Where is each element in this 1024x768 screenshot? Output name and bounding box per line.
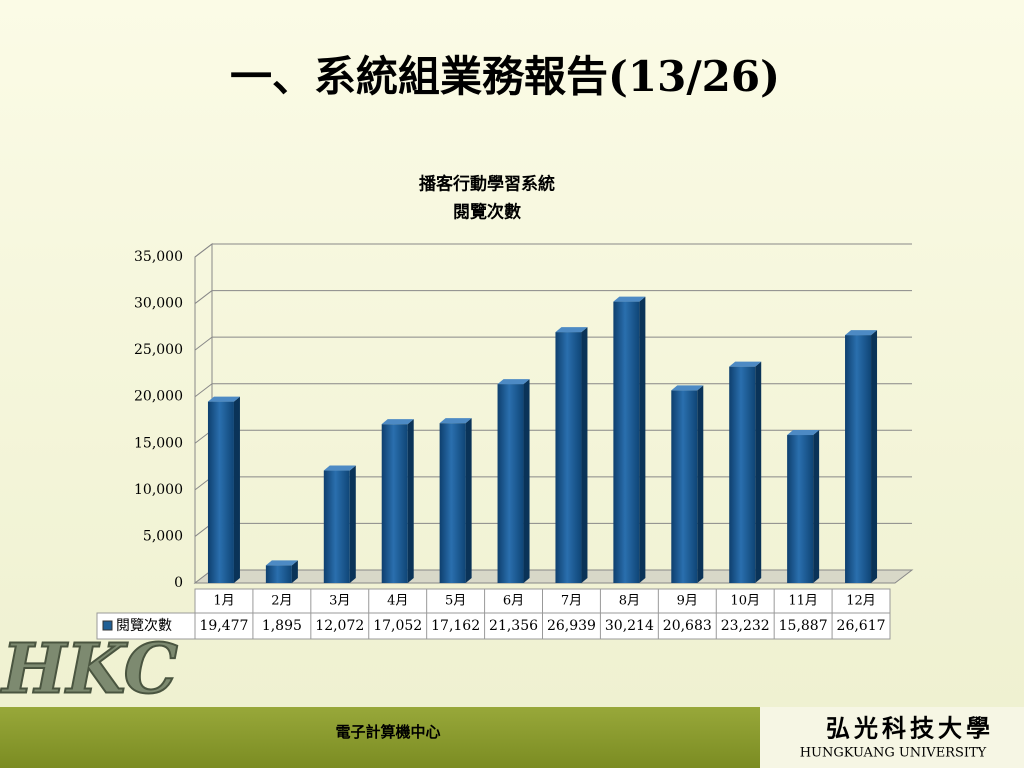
bar-top bbox=[381, 419, 414, 425]
bar bbox=[787, 435, 814, 583]
x-tick-label: 2月 bbox=[271, 594, 292, 609]
bar-top bbox=[671, 385, 704, 391]
table-value: 12,072 bbox=[315, 618, 364, 634]
table-value: 17,162 bbox=[431, 618, 480, 634]
bar bbox=[497, 384, 524, 583]
table-value: 26,617 bbox=[837, 618, 886, 634]
x-tick-label: 6月 bbox=[503, 594, 524, 609]
grid-line-side bbox=[194, 336, 213, 351]
chart-subtitle: 閱覽次數 bbox=[453, 202, 521, 223]
bar bbox=[265, 565, 292, 583]
bar-side bbox=[639, 296, 646, 583]
bar bbox=[381, 424, 408, 583]
bar-side bbox=[407, 419, 414, 583]
bar bbox=[555, 332, 582, 583]
table-value: 21,356 bbox=[489, 618, 538, 634]
bar-top bbox=[323, 465, 356, 471]
legend-label: 閱覽次數 bbox=[116, 618, 172, 634]
y-tick-label: 0 bbox=[174, 575, 183, 591]
x-tick-label: 4月 bbox=[387, 594, 408, 609]
x-tick-label: 1月 bbox=[213, 594, 234, 609]
footer-text: 電子計算機中心 bbox=[335, 723, 440, 741]
bar bbox=[845, 335, 872, 583]
logo-en: HUNGKUANG UNIVERSITY bbox=[800, 746, 987, 761]
bar-top bbox=[265, 560, 298, 566]
y-tick-label: 20,000 bbox=[134, 389, 183, 405]
table-value: 30,214 bbox=[605, 618, 654, 634]
table-value: 26,939 bbox=[547, 618, 596, 634]
logo-mark: HKC bbox=[0, 630, 178, 710]
x-tick-label: 12月 bbox=[846, 594, 876, 609]
y-tick-label: 25,000 bbox=[134, 342, 183, 358]
x-tick-label: 9月 bbox=[677, 594, 698, 609]
bar-side bbox=[349, 465, 356, 583]
x-tick-label: 11月 bbox=[788, 594, 818, 609]
y-tick-label: 35,000 bbox=[134, 249, 183, 265]
bar-side bbox=[813, 430, 820, 583]
bar-side bbox=[581, 327, 588, 583]
bar-top bbox=[439, 418, 472, 424]
bar bbox=[439, 423, 466, 583]
bar bbox=[671, 390, 698, 583]
grid-line-side bbox=[194, 383, 213, 398]
logo-panel bbox=[760, 707, 1024, 768]
bar-side bbox=[871, 330, 878, 583]
bar-side bbox=[523, 379, 530, 583]
bar bbox=[323, 470, 350, 583]
slide-title: 一、系統組業務報告(13/26) bbox=[230, 52, 780, 101]
x-tick-label: 5月 bbox=[445, 594, 466, 609]
bar-side bbox=[291, 560, 298, 583]
x-tick-label: 10月 bbox=[730, 594, 760, 609]
x-tick-label: 7月 bbox=[561, 594, 582, 609]
bar-top bbox=[787, 430, 820, 436]
y-tick-label: 5,000 bbox=[143, 528, 183, 544]
bar-top bbox=[613, 296, 646, 302]
bar bbox=[613, 301, 640, 583]
logo-cn: 弘光科技大學 bbox=[826, 714, 994, 743]
x-tick-label: 3月 bbox=[329, 594, 350, 609]
table-value: 15,887 bbox=[779, 618, 828, 634]
y-tick-label: 10,000 bbox=[134, 482, 183, 498]
x-tick-label: 8月 bbox=[619, 594, 640, 609]
bar-top bbox=[729, 361, 762, 367]
grid-line-side bbox=[194, 243, 213, 258]
bar-side bbox=[755, 361, 762, 583]
bar bbox=[207, 401, 234, 583]
grid-line-side bbox=[194, 290, 213, 304]
y-tick-label: 15,000 bbox=[134, 435, 183, 451]
bar-top bbox=[497, 379, 530, 385]
bar-side bbox=[465, 418, 472, 583]
chart-title: 播客行動學習系統 bbox=[419, 174, 555, 195]
bar-top bbox=[207, 396, 240, 402]
bar-top bbox=[555, 327, 588, 333]
bar-top bbox=[845, 330, 878, 336]
bar-side bbox=[233, 396, 240, 583]
table-value: 19,477 bbox=[199, 618, 248, 634]
y-tick-label: 30,000 bbox=[134, 296, 183, 312]
bar bbox=[729, 366, 756, 583]
bar-side bbox=[697, 385, 704, 583]
legend-key bbox=[102, 620, 113, 631]
table-value: 23,232 bbox=[721, 618, 770, 634]
table-value: 20,683 bbox=[663, 618, 712, 634]
table-value: 17,052 bbox=[373, 618, 422, 634]
table-value: 1,895 bbox=[262, 618, 302, 634]
